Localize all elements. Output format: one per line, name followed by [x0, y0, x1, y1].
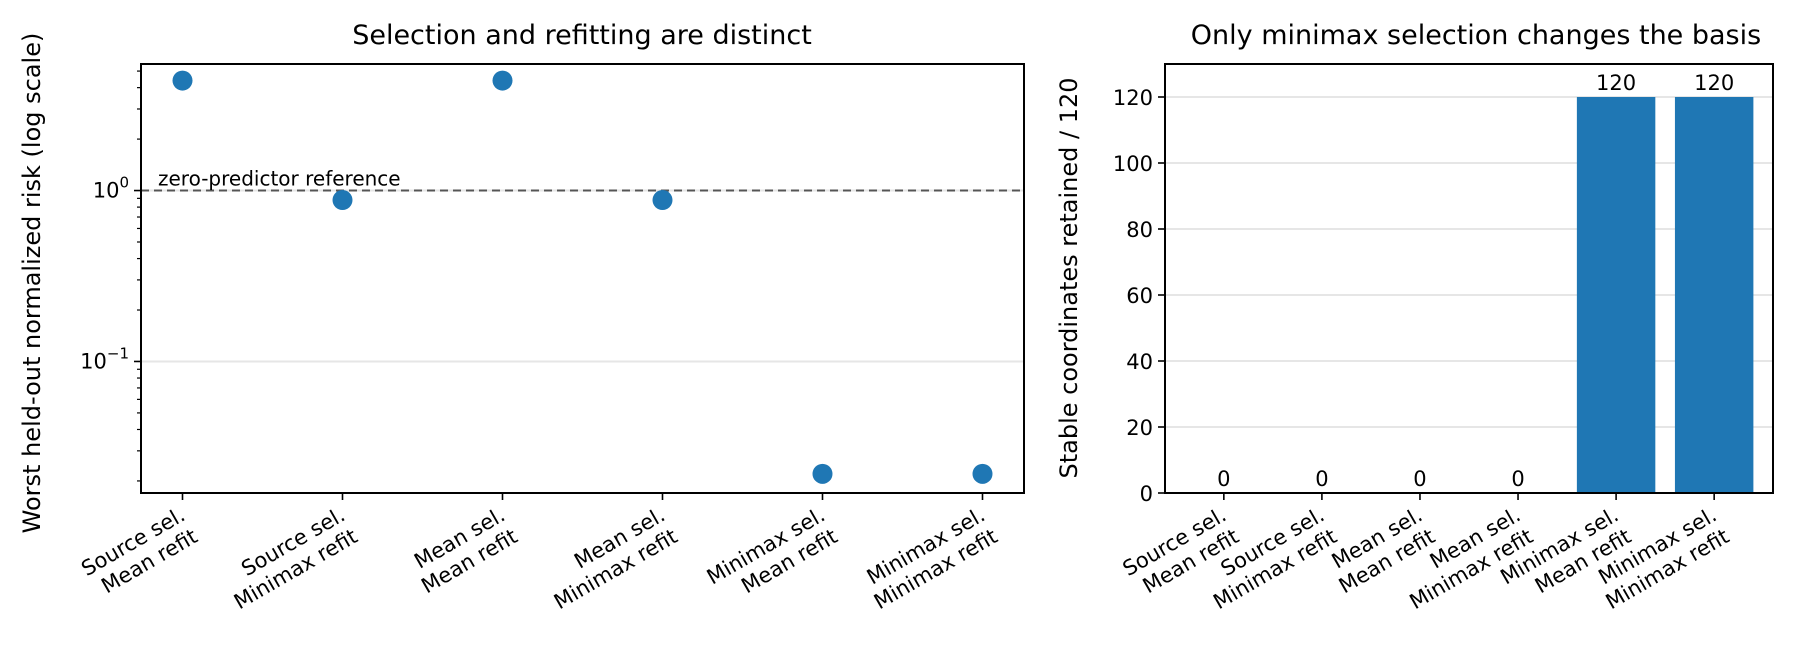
left-x-tick-label: Mean sel.Minimax refit [550, 503, 682, 614]
left-y-tick-exponent: −1 [107, 344, 129, 362]
bar [1674, 97, 1754, 493]
left-y-tick-exponent: 0 [119, 174, 129, 192]
bar-value-label: 0 [1217, 467, 1230, 491]
bar-value-label: 0 [1413, 467, 1426, 491]
left-y-axis-label: Worst held-out normalized risk (log scal… [18, 33, 46, 534]
bar-value-label: 0 [1315, 467, 1328, 491]
left-x-tick-label: Source sel.Minimax refit [230, 503, 362, 614]
reference-label: zero-predictor reference [158, 167, 401, 191]
right-chart: Only minimax selection changes the basis… [1055, 20, 1774, 614]
data-point [332, 190, 353, 211]
data-point [812, 463, 833, 484]
left-x-tick-label: Source sel.Mean refit [77, 503, 201, 599]
right-y-tick-label: 100 [1113, 152, 1153, 176]
bar-value-label: 120 [1694, 71, 1734, 95]
right-plot-frame [1164, 63, 1774, 494]
right-y-tick-label: 120 [1113, 86, 1153, 110]
bar-value-label: 0 [1511, 467, 1524, 491]
right-y-axis-label: Stable coordinates retained / 120 [1055, 77, 1083, 478]
left-x-tick-label: Mean sel.Mean refit [410, 503, 521, 599]
left-plot-frame [140, 63, 1025, 494]
data-point [652, 190, 673, 211]
right-chart-title: Only minimax selection changes the basis [1191, 20, 1761, 51]
left-y-tick-base: 10 [80, 349, 107, 373]
left-chart-title: Selection and refitting are distinct [352, 20, 812, 51]
left-y-tick-base: 10 [93, 179, 120, 203]
left-chart: Selection and refitting are distinct Wor… [18, 20, 1025, 614]
data-point [172, 70, 193, 91]
right-y-tick-label: 60 [1126, 284, 1153, 308]
bar [1576, 97, 1656, 493]
data-point [492, 70, 513, 91]
left-y-tick-label: 100 [93, 174, 129, 203]
left-x-tick-label: Minimax sel.Mean refit [703, 503, 842, 599]
right-y-tick-label: 0 [1140, 482, 1153, 506]
bar-value-label: 120 [1596, 71, 1636, 95]
left-x-tick-label: Minimax sel.Minimax refit [863, 503, 1002, 614]
right-y-tick-label: 40 [1126, 350, 1153, 374]
data-point [972, 463, 993, 484]
left-y-tick-label: 10−1 [80, 344, 129, 373]
right-y-tick-label: 80 [1126, 218, 1153, 242]
right-y-tick-label: 20 [1126, 416, 1153, 440]
